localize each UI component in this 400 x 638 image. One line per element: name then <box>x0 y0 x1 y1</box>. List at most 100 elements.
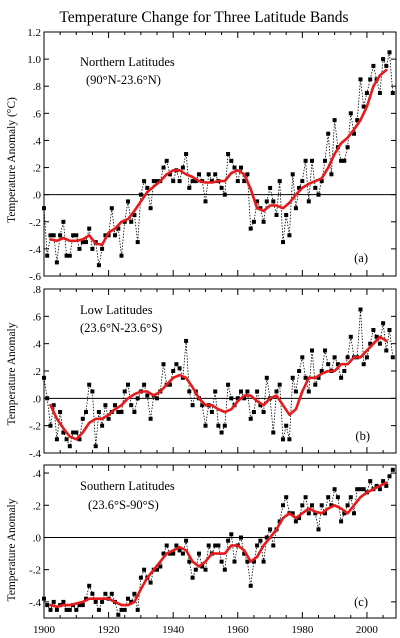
panel-a-annual-point-1931 <box>142 179 147 184</box>
panel-c-xtick-label: 1900 <box>33 624 56 636</box>
panel-c-annual-point-1981 <box>303 495 308 500</box>
panel-a-ytick-label: -.2 <box>29 217 41 229</box>
panel-c-xtick-label: 1920 <box>98 624 121 636</box>
panel-b-annual-point-1953 <box>213 389 218 394</box>
panel-a-annual-point-1964 <box>248 226 253 231</box>
panel-c-annual-point-1939 <box>167 551 172 556</box>
panel-a-annual-point-1918 <box>100 246 105 251</box>
panel-c-annual-point-1977 <box>290 511 295 516</box>
panel-c-annual-point-1985 <box>316 527 321 532</box>
panel-c-annual-point-1997 <box>355 487 360 492</box>
panel-b-annual-point-1978 <box>293 389 298 394</box>
panel-b-annual-point-1960 <box>235 396 240 401</box>
panel-a-annual-point-1968 <box>261 219 266 224</box>
panel-a-annual-point-2006 <box>384 63 389 68</box>
panel-c-annual-point-1975 <box>284 495 289 500</box>
panel-c-annual-point-1914 <box>87 583 92 588</box>
panel-b-annual-point-1917 <box>96 410 101 414</box>
panel-a-annual-point-1993 <box>342 158 347 163</box>
panel-c-annual-point-2005 <box>381 479 386 484</box>
panel-c-label: (c) <box>354 595 368 609</box>
panel-b-annual-point-1912 <box>80 416 85 421</box>
panel-a-annual-point-1974 <box>281 240 285 245</box>
panel-a-annual-point-1955 <box>219 185 224 190</box>
panel-b-annual-point-1954 <box>216 423 221 428</box>
panel-b-annual-point-2008 <box>390 355 395 360</box>
panel-c-annual-point-1956 <box>222 567 227 572</box>
panel-a-annual-point-1909 <box>71 233 76 238</box>
panel-a-annual-point-1952 <box>209 179 214 184</box>
panel-c-annual-point-1963 <box>245 559 250 564</box>
panel-b-annual-point-2002 <box>371 328 376 332</box>
panel-a-ytick-label: 1.2 <box>27 27 41 39</box>
panel-a-annual-point-1983 <box>310 158 314 163</box>
panel-c-annual-point-1962 <box>242 551 247 556</box>
panel-b-annual-point-1975 <box>284 423 289 428</box>
panel-a-annual-point-1984 <box>313 185 318 190</box>
panel-a-annual-point-1980 <box>300 179 305 184</box>
panel-b-running-mean-line <box>49 335 388 441</box>
panel-b-annual-point-1931 <box>142 382 147 387</box>
panel-a-annual-point-1923 <box>116 226 121 231</box>
panel-b-annual-point-1937 <box>161 362 166 367</box>
panel-a-annual-point-1928 <box>132 213 137 217</box>
panel-b-annual-point-1979 <box>297 369 302 373</box>
panel-b-annual-point-1924 <box>119 410 124 414</box>
panel-c-annual-point-1933 <box>148 580 153 585</box>
panel-a-annual-point-1962 <box>242 179 247 184</box>
panel-c-annual-point-1913 <box>84 596 88 601</box>
panel-b-annual-point-1939 <box>167 382 172 387</box>
panel-b-annual-point-2004 <box>377 341 382 346</box>
panel-b-annual-point-1908 <box>67 444 72 449</box>
panel-c-annual-point-1924 <box>119 607 124 612</box>
panel-c: -.4 -.2 .0 .2 .4 1900 1920 1940 1960 1980 2000 Sou… <box>6 464 397 636</box>
panel-c-annual-point-1988 <box>326 495 331 500</box>
panel-b-annual-point-2001 <box>368 341 373 346</box>
panel-b-annual-point-1902 <box>48 423 53 428</box>
panel-c-annual-point-1954 <box>216 543 221 548</box>
panel-b-ylabel: Temperature Anomaly <box>6 322 18 425</box>
panel-a-ytick-label: .6 <box>33 108 42 120</box>
panel-a-annual-point-1913 <box>84 240 88 245</box>
panel-b-region-name: Low Latitudes <box>80 303 153 317</box>
panel-b-annual-point-1932 <box>145 393 150 398</box>
panel-a-annual-point-2008 <box>390 91 395 95</box>
panel-a-annual-point-1946 <box>190 179 195 184</box>
panel-c-ylabel: Temperature Anomaly <box>6 498 18 601</box>
panel-c-annual-point-2001 <box>368 479 373 484</box>
panel-c-annual-point-1912 <box>80 603 85 608</box>
panel-a-annual-point-1956 <box>222 192 227 197</box>
panel-c-annual-point-1978 <box>293 519 298 524</box>
panel-b-annual-point-1964 <box>248 416 253 421</box>
panel-c-annual-point-1951 <box>206 543 211 548</box>
panel-a-annual-point-1901 <box>45 253 50 258</box>
panel-a-annual-point-1929 <box>135 240 140 245</box>
panel-c-annual-point-1974 <box>281 503 285 508</box>
panel-a-annual-point-1924 <box>119 253 124 258</box>
panel-c-annual-point-1930 <box>138 575 143 580</box>
panel-c-annual-point-1979 <box>297 516 302 521</box>
panel-a-annual-point-2004 <box>377 91 382 95</box>
panel-c-annual-point-1984 <box>313 511 318 516</box>
panel-c-frame <box>43 464 397 619</box>
panel-a-region-range: (90°N-23.6°N) <box>86 73 161 87</box>
panel-b-annual-point-2003 <box>374 334 379 339</box>
panel-a-annual-point-1985 <box>316 192 321 197</box>
panel-b-annual-point-1969 <box>264 375 269 380</box>
panel-a-annual-point-1938 <box>164 158 169 163</box>
panel-c-annual-point-1917 <box>96 607 101 612</box>
panel-b-ytick-label: .2 <box>33 366 41 378</box>
panel-a-ytick-label: 1.0 <box>27 54 41 66</box>
panel-a-ytick-label: .0 <box>33 190 42 202</box>
panel-c-annual-point-1948 <box>197 551 201 556</box>
panel-b-annual-point-1968 <box>261 410 266 414</box>
panel-c-annual-point-1967 <box>258 538 263 543</box>
panel-c-annual-point-1931 <box>142 567 147 572</box>
panel-a-annual-point-1937 <box>161 165 166 170</box>
panel-a-annual-point-1977 <box>290 172 295 177</box>
panel-b-ytick-label: .8 <box>33 284 42 296</box>
panel-b-annual-point-1919 <box>103 403 108 408</box>
panel-b-ytick-label: -.4 <box>29 448 41 460</box>
panel-a-annual-point-2007 <box>387 50 392 55</box>
panel-a-annual-point-1905 <box>58 233 63 238</box>
